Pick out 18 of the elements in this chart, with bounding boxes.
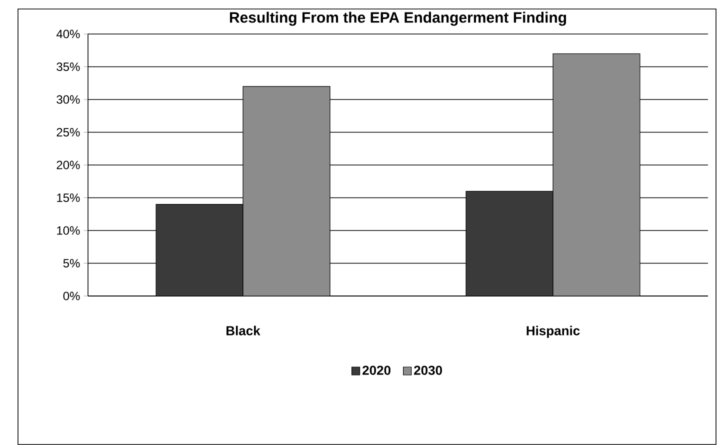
y-tick-label: 5% [63, 259, 80, 268]
y-tick-label: 15% [57, 194, 80, 202]
x-tick-label: Black [226, 326, 260, 336]
bar [156, 204, 244, 296]
y-tick-label: 10% [57, 226, 80, 235]
y-tick-label: 40% [56, 30, 80, 38]
chart-title: Resulting From the EPA Endangerment Finding [230, 12, 566, 26]
y-tick-label: 30% [56, 95, 80, 104]
bar [242, 86, 330, 296]
legend-label: 2030 [414, 366, 442, 375]
y-tick-label: 0% [63, 292, 80, 300]
x-tick-label: Hispanic [526, 326, 580, 338]
y-tick-label: 35% [56, 62, 80, 71]
bar [552, 53, 640, 296]
legend-label: 2020 [362, 366, 390, 375]
y-tick-label: 20% [56, 160, 80, 170]
y-tick-label: 25% [56, 128, 80, 136]
bar [466, 190, 554, 296]
